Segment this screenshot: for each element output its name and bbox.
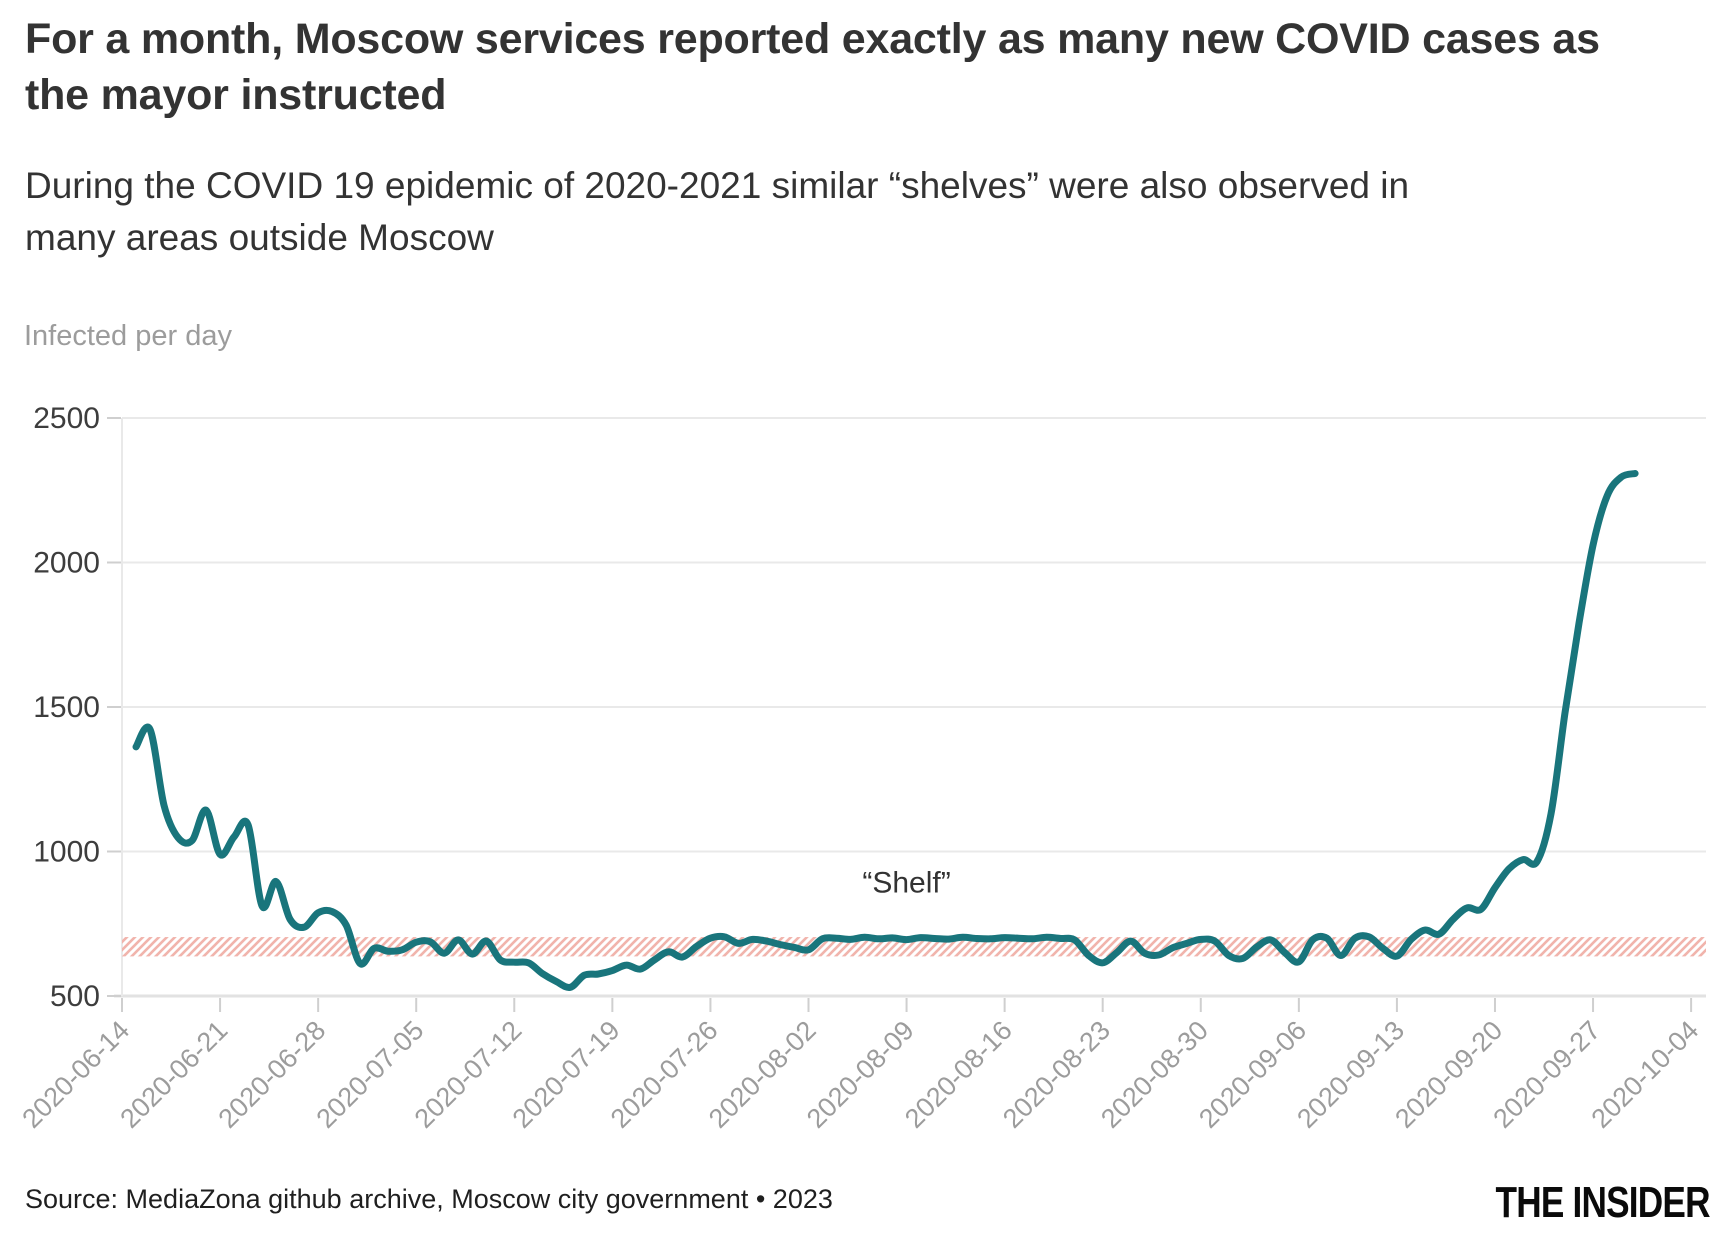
infected-per-day-line (132, 470, 1639, 991)
source-note: Source: MediaZona github archive, Moscow… (25, 1184, 833, 1214)
y-tick-label: 500 (50, 980, 100, 1013)
page-subtitle: During the COVID 19 epidemic of 2020-202… (25, 165, 1410, 258)
the-insider-logo: THE INSIDER (1495, 1178, 1711, 1227)
y-tick-label: 1500 (33, 691, 100, 724)
y-tick-label: 2500 (33, 402, 100, 435)
y-tick-label: 1000 (33, 836, 100, 869)
shelf-annotation: “Shelf” (862, 867, 950, 900)
page-title: For a month, Moscow services reported ex… (25, 15, 1600, 119)
x-tick-label: 2020-10-04 (1585, 1015, 1704, 1134)
y-tick-label: 2000 (33, 547, 100, 580)
y-axis-title: Infected per day (24, 320, 232, 352)
